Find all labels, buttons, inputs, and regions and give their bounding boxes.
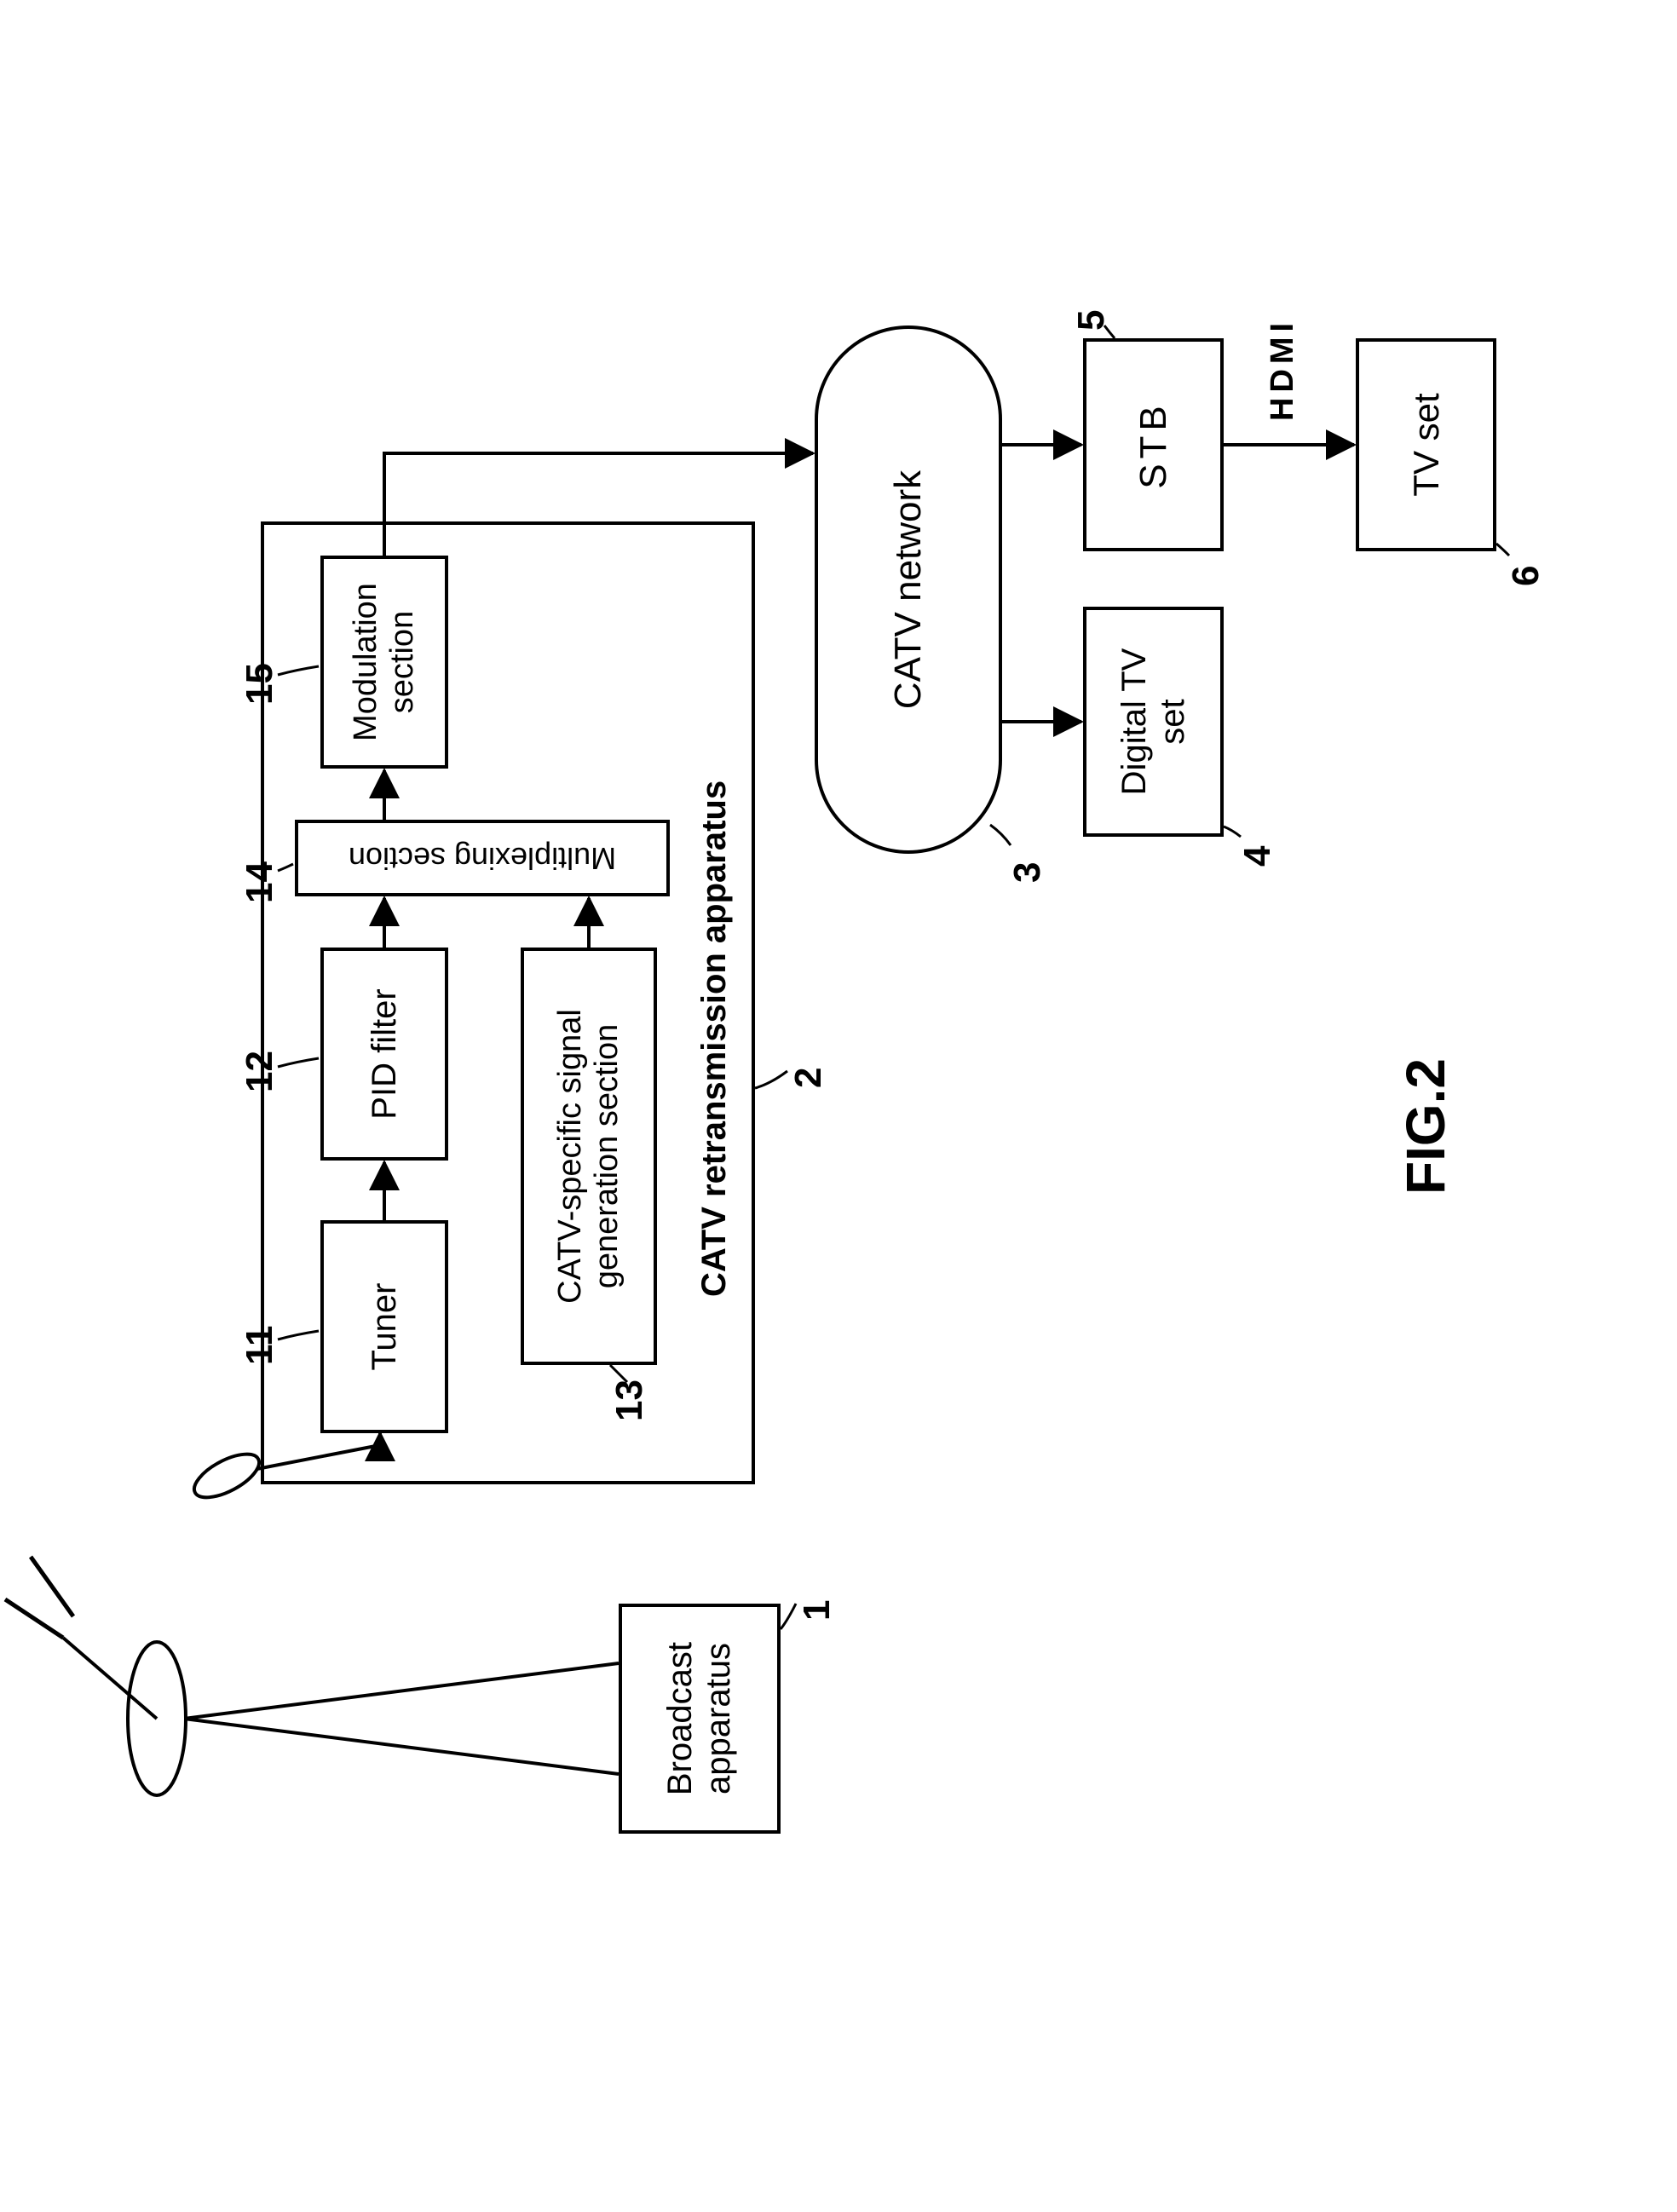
pid-label: PID filter [366, 988, 404, 1119]
stb-box: STB [1083, 338, 1224, 551]
dtv-box: Digital TV set [1083, 607, 1224, 837]
broadcast-box: Broadcast apparatus [619, 1604, 781, 1834]
mux-label: Multiplexing section [349, 840, 616, 876]
num-2: 2 [787, 1068, 830, 1088]
num-5: 5 [1070, 310, 1113, 331]
dtv-label: Digital TV set [1115, 648, 1192, 796]
num-15: 15 [239, 663, 281, 705]
broadcast-antenna-icon [5, 1557, 619, 1795]
num-12: 12 [239, 1051, 281, 1092]
num-1: 1 [796, 1600, 838, 1621]
num-14: 14 [239, 861, 281, 903]
signal-label: CATV-specific signal generation section [552, 1009, 625, 1304]
mux-box: Multiplexing section [295, 820, 670, 896]
num-13: 13 [608, 1380, 651, 1421]
num-4: 4 [1236, 846, 1279, 867]
pid-box: PID filter [320, 948, 448, 1161]
signal-box: CATV-specific signal generation section [521, 948, 657, 1365]
figure-caption: FIG.2 [1394, 1058, 1457, 1195]
num-3: 3 [1006, 862, 1049, 883]
catv-network-label: CATV network [887, 470, 930, 709]
num-6: 6 [1505, 566, 1547, 586]
catv-apparatus-label: CATV retransmission apparatus [695, 781, 734, 1297]
mod-box: Modulation section [320, 556, 448, 769]
tuner-box: Tuner [320, 1220, 448, 1433]
num-11: 11 [239, 1325, 281, 1365]
stb-label: STB [1132, 400, 1175, 489]
hdmi-label: HDMI [1265, 318, 1301, 421]
tuner-label: Tuner [366, 1283, 404, 1371]
mod-label: Modulation section [348, 583, 421, 741]
broadcast-label: Broadcast apparatus [661, 1642, 738, 1795]
tv-box: TV set [1356, 338, 1496, 551]
tv-label: TV set [1406, 393, 1447, 496]
catv-network-box: CATV network [815, 325, 1002, 854]
